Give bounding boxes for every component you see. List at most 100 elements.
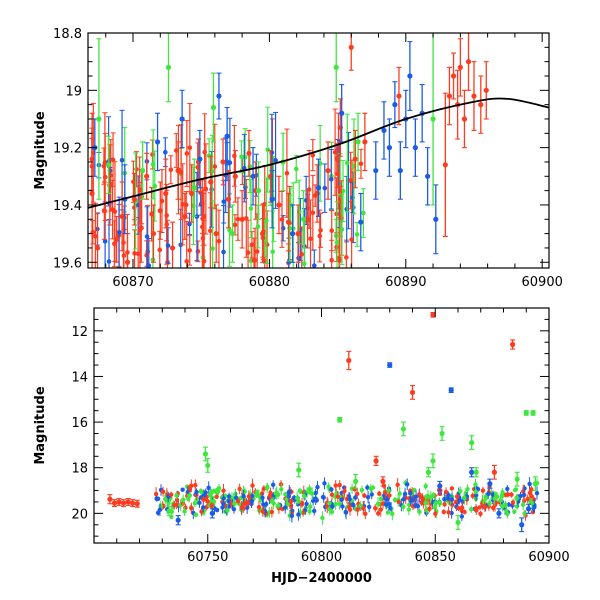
baseline-point: [193, 483, 198, 488]
dense-point: [235, 216, 241, 222]
baseline-point: [498, 498, 503, 503]
baseline-point: [286, 494, 292, 499]
baseline-point: [392, 497, 398, 503]
green-data-point: [469, 440, 475, 446]
blue-data-point: [496, 510, 502, 516]
baseline-point: [197, 500, 202, 505]
dense-point: [150, 152, 155, 157]
blue-data-point: [197, 156, 203, 162]
baseline-point: [241, 493, 246, 499]
baseline-point: [226, 498, 231, 504]
blue-data-point: [315, 185, 322, 191]
y-tick-label: 18: [71, 462, 88, 477]
x-tick-label: 60900: [528, 550, 569, 565]
top-panel-zoomed-light-curve: 60870 60880 60890 60900 18.8 19 19.2 19.4 19.6 Ma…: [33, 27, 563, 290]
baseline-point: [492, 496, 497, 501]
dense-point: [245, 250, 251, 255]
baseline-point: [194, 489, 199, 495]
baseline-point: [413, 502, 418, 508]
baseline-point: [459, 505, 465, 510]
baseline-point: [462, 509, 467, 515]
baseline-point: [299, 502, 305, 507]
baseline-point: [198, 488, 203, 494]
baseline-point: [529, 487, 534, 492]
baseline-point: [449, 486, 455, 491]
dense-point: [328, 176, 334, 182]
dense-point: [284, 170, 290, 176]
red-data-point: [225, 196, 232, 202]
baseline-point: [250, 483, 255, 488]
red-data-point: [380, 478, 386, 484]
baseline-point: [270, 482, 276, 488]
green-data-point: [439, 430, 445, 437]
baseline-point: [201, 493, 207, 498]
dense-point: [279, 217, 285, 222]
baseline-point: [428, 495, 433, 500]
baseline-point: [473, 489, 479, 495]
blue-data-point: [209, 510, 215, 516]
red-data-point: [220, 159, 226, 165]
dense-point: [358, 161, 364, 167]
dense-point: [335, 171, 341, 177]
dense-point: [202, 149, 207, 155]
dense-point: [194, 214, 200, 219]
dense-point: [209, 187, 214, 192]
dense-point: [180, 202, 185, 207]
baseline-point: [274, 490, 279, 496]
baseline-point: [420, 496, 426, 502]
dense-point: [208, 228, 213, 234]
red-data-point: [125, 499, 131, 505]
dense-point: [168, 167, 174, 173]
baseline-point: [520, 502, 526, 507]
baseline-point: [527, 481, 532, 487]
dense-point: [299, 252, 305, 257]
dense-point: [329, 228, 335, 233]
baseline-point: [182, 509, 187, 514]
dense-point: [106, 259, 112, 264]
dense-point: [144, 234, 150, 239]
green-data-point: [532, 481, 538, 487]
baseline-point: [264, 485, 270, 491]
dense-point: [137, 187, 142, 193]
green-data-point: [514, 476, 520, 482]
baseline-point: [412, 487, 417, 493]
dense-point: [184, 259, 190, 264]
y-tick-label: 19: [65, 84, 82, 99]
baseline-point: [320, 494, 326, 500]
dense-point: [349, 237, 354, 242]
baseline-point: [322, 481, 327, 486]
blue-data-point: [425, 173, 431, 179]
dense-point: [329, 257, 334, 263]
red-data-point: [208, 179, 214, 185]
baseline-point: [377, 491, 382, 496]
baseline-point: [505, 486, 510, 492]
blue-data-point: [373, 167, 379, 174]
baseline-point: [443, 489, 449, 495]
dense-point: [248, 206, 254, 211]
baseline-point: [510, 500, 516, 505]
dense-point: [354, 232, 360, 237]
dense-point: [334, 156, 340, 161]
baseline-point: [365, 485, 370, 490]
baseline-point: [193, 512, 199, 518]
baseline-point: [465, 486, 470, 492]
red-data-point: [239, 216, 245, 222]
baseline-point: [307, 509, 312, 514]
baseline-point: [462, 495, 467, 500]
model-curve: [88, 97, 549, 209]
green-data-point: [337, 417, 343, 423]
baseline-point: [233, 491, 238, 497]
baseline-point: [301, 493, 307, 499]
baseline-point: [468, 507, 474, 512]
baseline-point: [209, 503, 215, 508]
red-data-point: [130, 500, 136, 506]
baseline-point: [442, 496, 447, 502]
blue-data-point: [224, 133, 230, 139]
blue-data-point: [433, 216, 439, 222]
x-axis-label: HJD−2400000: [271, 571, 372, 586]
red-data-point: [131, 196, 137, 202]
blue-data-point: [448, 387, 454, 393]
baseline-point: [355, 491, 360, 497]
green-data-point: [400, 426, 406, 432]
blue-data-point: [289, 231, 296, 237]
